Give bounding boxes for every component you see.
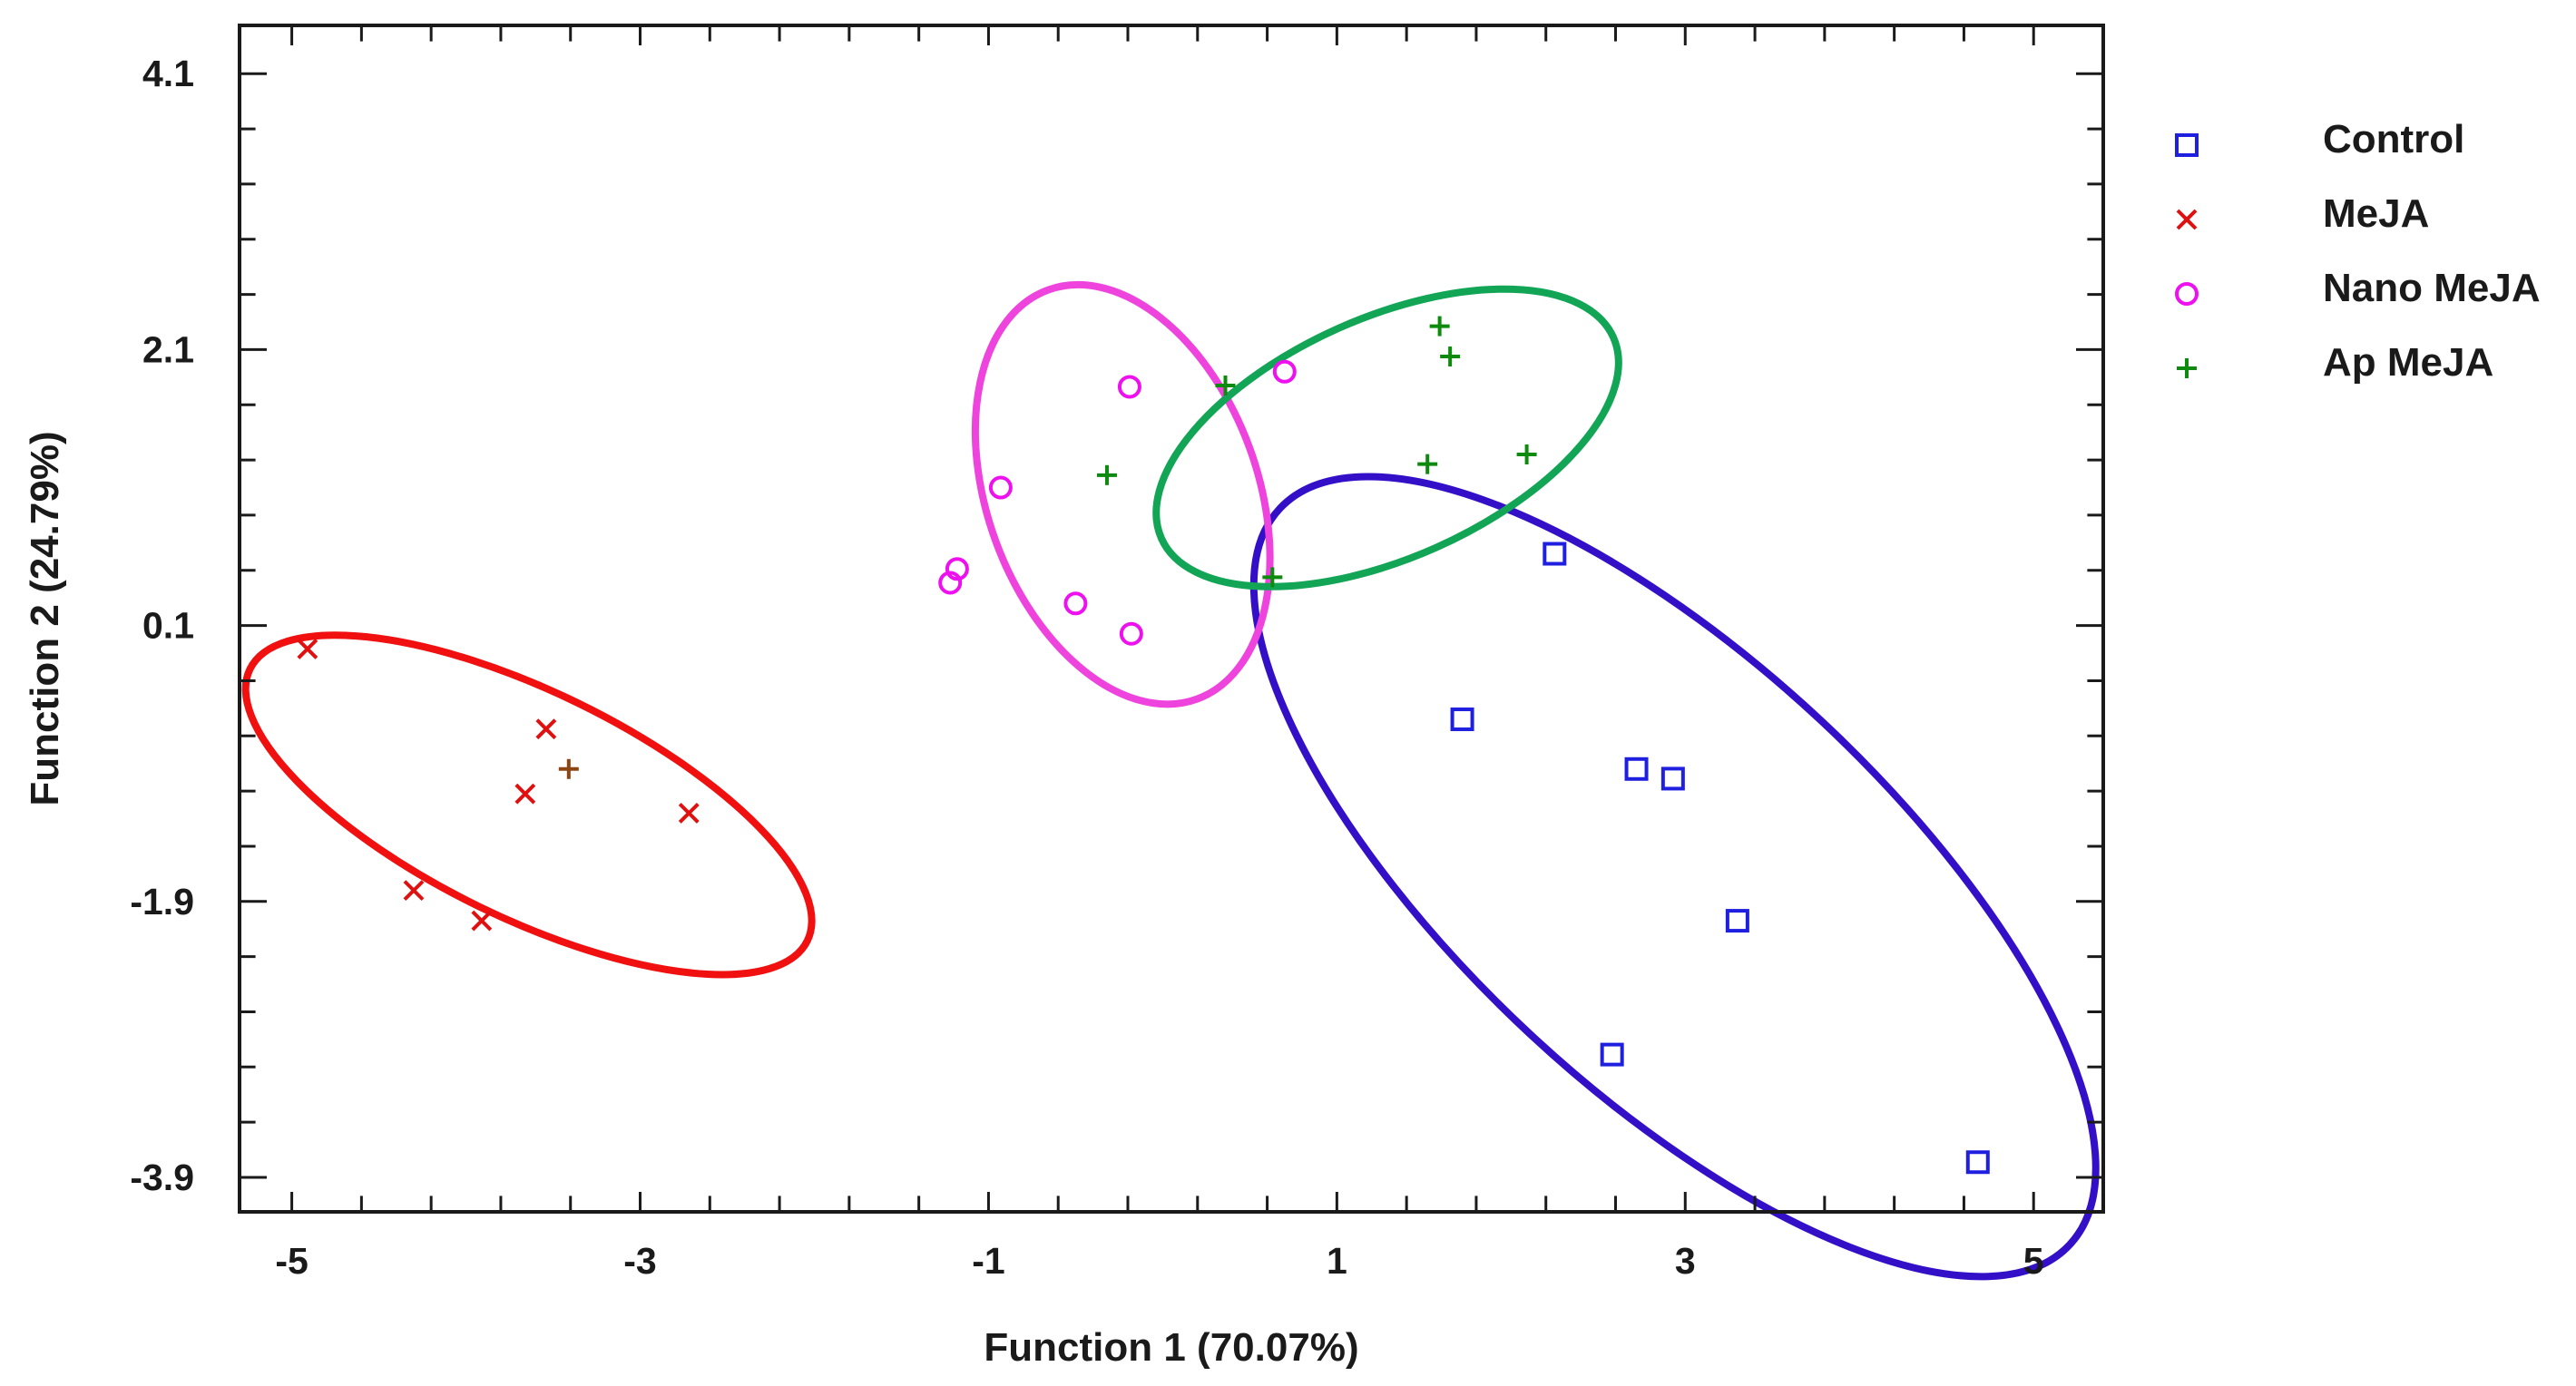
legend-label-nano-meja: Nano MeJA (2323, 266, 2541, 310)
x-tick-label: 3 (1675, 1240, 1696, 1282)
legend-marker-meja-stroke (2176, 209, 2198, 230)
y-tick-label: 4.1 (142, 53, 194, 94)
legend-marker-control (2175, 133, 2199, 157)
y-tick-label: 2.1 (142, 328, 194, 370)
ellipses-layer (241, 280, 2100, 1281)
data-point-ap-meja (1417, 454, 1438, 474)
data-point-control (1725, 909, 1749, 933)
data-point-meja (471, 910, 493, 932)
data-point-nano-meja (1063, 591, 1088, 616)
data-point-control (1600, 1042, 1624, 1067)
data-point-nano-meja (1119, 621, 1143, 646)
data-point-meja (535, 718, 557, 740)
x-axis-title: Function 1 (70.07%) (984, 1325, 1358, 1370)
data-point-ap-meja (1262, 567, 1283, 588)
data-point-nano-meja (988, 475, 1013, 500)
y-axis-title: Function 2 (24.79%) (23, 431, 67, 805)
data-point-meja-stroke (403, 880, 425, 902)
data-point-control (1543, 542, 1567, 566)
legend-marker-nano-meja (2175, 282, 2199, 306)
data-point-ap-meja (1440, 346, 1461, 367)
legend-label-ap-meja: Ap MeJA (2323, 340, 2493, 385)
data-point-unassigned (558, 758, 579, 779)
y-tick-label: 0.1 (142, 605, 194, 647)
data-point-meja-stroke (678, 803, 700, 824)
data-point-meja (403, 880, 425, 902)
data-points-layer (297, 316, 1990, 1175)
plot-frame (238, 24, 2105, 1214)
legend: Control MeJA Nano MeJA Ap MeJA (2175, 117, 2541, 385)
x-tick-label: -3 (623, 1240, 656, 1282)
data-point-meja-stroke (471, 910, 493, 932)
y-tick-label: -1.9 (130, 881, 194, 922)
data-point-nano-meja (938, 571, 963, 595)
confidence-ellipse-nano-meja (971, 280, 1274, 708)
confidence-ellipse-ap-meja (1152, 285, 1622, 591)
data-point-nano-meja (1272, 359, 1297, 384)
data-point-control (1624, 756, 1649, 781)
data-point-meja (297, 639, 318, 659)
data-point-control (1450, 708, 1474, 732)
data-point-ap-meja (1429, 316, 1450, 337)
x-tick-label: 5 (2023, 1240, 2044, 1282)
data-point-control (1660, 766, 1685, 791)
legend-marker-meja (2176, 209, 2198, 230)
legend-label-control: Control (2323, 117, 2464, 161)
confidence-ellipse-meja (241, 631, 816, 979)
legend-label-meja: MeJA (2323, 191, 2429, 236)
data-point-meja-stroke (297, 639, 318, 659)
data-point-meja-stroke (514, 783, 536, 805)
data-point-ap-meja (1096, 464, 1117, 485)
data-point-nano-meja (945, 557, 969, 581)
data-point-ap-meja (1215, 375, 1236, 395)
y-tick-label: -3.9 (130, 1157, 194, 1198)
data-point-control (1965, 1150, 1990, 1175)
data-point-nano-meja (1117, 375, 1141, 399)
axis-ticks: -5 -3 -1 1 3 5 4.1 2.1 0.1 -1.9 -3.9 (130, 25, 2105, 1282)
legend-marker-ap-meja (2177, 358, 2197, 378)
x-tick-label: 1 (1327, 1240, 1347, 1282)
x-tick-label: -5 (275, 1240, 308, 1282)
data-point-meja (678, 803, 700, 824)
confidence-ellipse-control (1249, 473, 2100, 1281)
data-point-ap-meja (1516, 444, 1537, 465)
data-point-meja (514, 783, 536, 805)
data-point-meja-stroke (535, 718, 557, 740)
x-tick-label: -1 (972, 1240, 1004, 1282)
